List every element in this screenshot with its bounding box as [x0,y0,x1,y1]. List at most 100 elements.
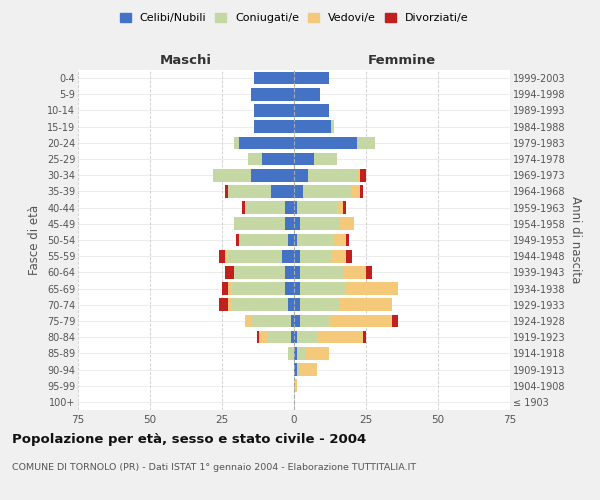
Bar [300,363,317,376]
Bar [271,185,294,198]
Bar [297,347,305,360]
Bar [360,185,363,198]
Bar [294,250,300,262]
Bar [294,234,297,246]
Bar [340,298,392,311]
Bar [225,266,233,278]
Bar [251,88,294,101]
Bar [288,234,294,246]
Bar [358,169,360,181]
Bar [294,218,300,230]
Text: Maschi: Maschi [160,54,212,67]
Bar [294,72,329,85]
Bar [294,347,297,360]
Bar [352,185,360,198]
Bar [297,202,337,214]
Bar [294,169,308,181]
Bar [228,282,230,295]
Bar [366,266,372,278]
Bar [225,185,228,198]
Text: Femmine: Femmine [368,54,436,67]
Bar [331,120,334,133]
Bar [286,266,294,278]
Bar [294,363,297,376]
Bar [268,331,291,344]
Bar [228,298,230,311]
Bar [228,250,283,262]
Bar [291,331,294,344]
Bar [254,104,294,117]
Y-axis label: Fasce di età: Fasce di età [28,205,41,275]
Bar [297,331,317,344]
Bar [300,266,343,278]
Bar [286,282,294,295]
Bar [340,218,355,230]
Bar [259,331,268,344]
Bar [363,331,366,344]
Bar [294,104,329,117]
Bar [300,218,340,230]
Y-axis label: Anni di nascita: Anni di nascita [569,196,582,284]
Bar [300,314,329,328]
Bar [225,250,228,262]
Bar [302,185,352,198]
Bar [214,169,251,181]
Bar [286,202,294,214]
Bar [331,250,346,262]
Bar [286,218,294,230]
Bar [288,347,294,360]
Bar [294,202,297,214]
Bar [294,380,297,392]
Bar [360,169,366,181]
Bar [294,266,300,278]
Bar [288,298,294,311]
Bar [291,314,294,328]
Bar [233,266,286,278]
Bar [251,169,294,181]
Bar [228,185,271,198]
Bar [294,88,320,101]
Bar [239,136,294,149]
Bar [294,136,358,149]
Bar [245,314,251,328]
Bar [346,234,349,246]
Bar [308,169,358,181]
Bar [233,136,239,149]
Bar [314,152,337,166]
Bar [248,152,262,166]
Bar [233,218,286,230]
Bar [343,202,346,214]
Bar [245,202,286,214]
Bar [257,331,259,344]
Bar [317,331,363,344]
Bar [239,234,288,246]
Bar [254,120,294,133]
Bar [219,250,225,262]
Bar [251,314,291,328]
Bar [219,298,228,311]
Bar [294,185,302,198]
Bar [346,282,398,295]
Bar [262,152,294,166]
Bar [337,202,343,214]
Bar [329,314,392,328]
Bar [294,282,300,295]
Bar [392,314,398,328]
Text: COMUNE DI TORNOLO (PR) - Dati ISTAT 1° gennaio 2004 - Elaborazione TUTTITALIA.IT: COMUNE DI TORNOLO (PR) - Dati ISTAT 1° g… [12,462,416,471]
Bar [305,347,329,360]
Bar [294,314,300,328]
Bar [358,136,374,149]
Bar [230,282,286,295]
Bar [242,202,245,214]
Bar [343,266,366,278]
Bar [294,331,297,344]
Bar [230,298,288,311]
Bar [254,72,294,85]
Bar [297,363,300,376]
Text: Popolazione per età, sesso e stato civile - 2004: Popolazione per età, sesso e stato civil… [12,432,366,446]
Bar [294,120,331,133]
Bar [283,250,294,262]
Bar [294,152,314,166]
Bar [236,234,239,246]
Bar [297,234,334,246]
